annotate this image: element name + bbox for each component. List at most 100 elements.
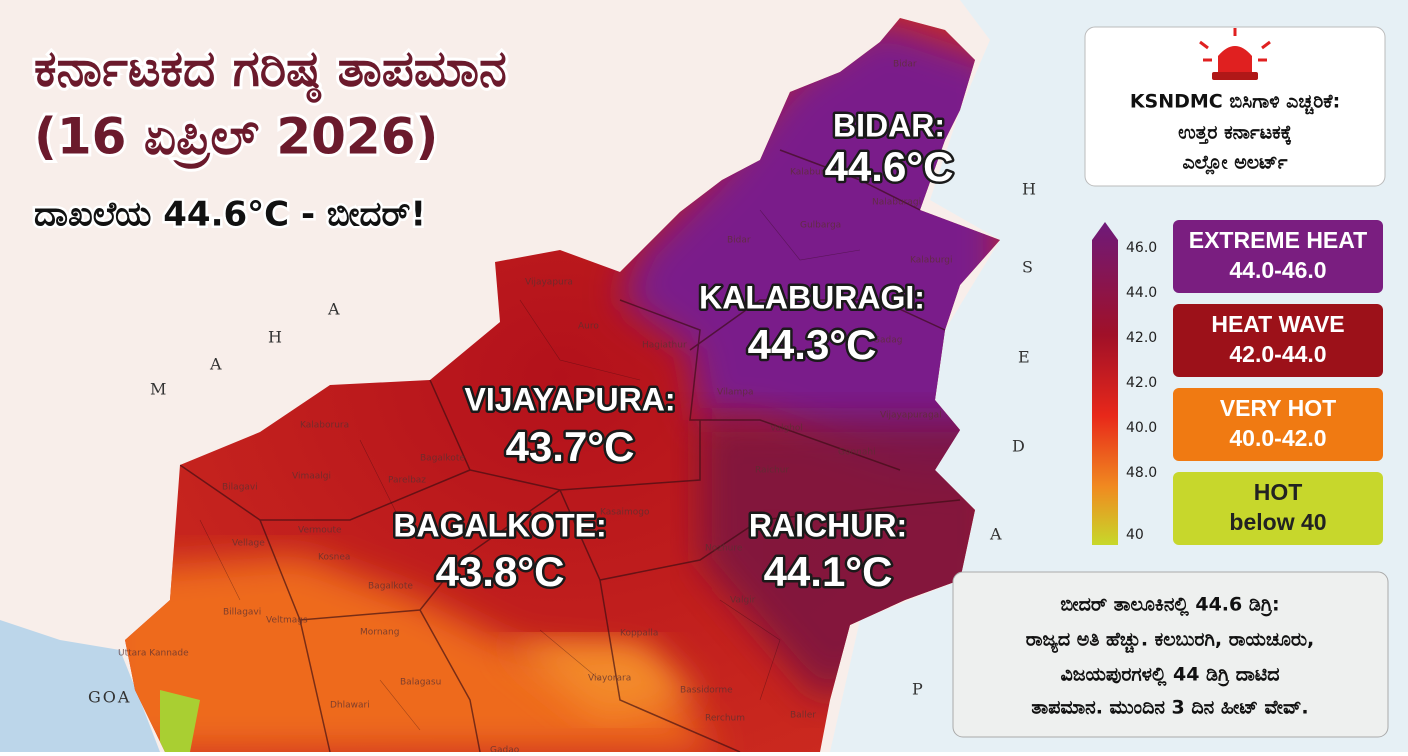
title-line-2: (16 ಏಪ್ರಿಲ್ 2026) <box>34 108 438 169</box>
place-label: Bidar <box>727 236 751 246</box>
state-letter: D <box>1012 437 1027 456</box>
place-label: Valgir <box>730 596 756 606</box>
city-name: RAICHUR: <box>749 507 907 543</box>
siren-icon <box>1199 28 1271 80</box>
city-temp: 43.7°C <box>506 423 635 470</box>
state-letter: M <box>150 380 168 399</box>
state-letter: A <box>209 355 224 374</box>
place-label: Kosnea <box>318 553 350 563</box>
goa-label: GOA <box>88 688 131 707</box>
place-label: Parelbaz <box>388 476 426 486</box>
place-label: Viayorara <box>588 674 631 684</box>
legend-label: HEAT WAVE <box>1211 311 1344 337</box>
neighbour-state <box>830 0 1408 752</box>
alert-text: KSNDMC ಬಿಸಿಗಾಳಿ ಎಚ್ಚರಿಕೆ: ಉತ್ತರ ಕರ್ನಾಟಕಕ್… <box>1130 91 1340 176</box>
place-label: Hagiathur <box>642 341 687 351</box>
place-label: Vermoute <box>298 526 342 536</box>
place-label: Vijayapuragal <box>880 411 942 421</box>
place-label: Vimaalgi <box>292 472 331 482</box>
legend-tick: 46.0 <box>1126 240 1157 256</box>
legend-scale-bar <box>1092 222 1118 545</box>
legend-range: 42.0-44.0 <box>1229 341 1326 367</box>
place-label: Raichur <box>755 466 789 476</box>
legend-category <box>1173 220 1383 293</box>
place-label: Auro <box>578 322 599 332</box>
place-label: Bidar <box>893 60 917 70</box>
legend-tick: 40.0 <box>1126 420 1157 436</box>
legend-category <box>1173 304 1383 377</box>
info-box <box>952 571 1389 738</box>
state-letter: S <box>1022 258 1035 277</box>
state-labels: M A H A H S E D A P GOA <box>88 180 1038 707</box>
legend-label: HOT <box>1254 479 1303 505</box>
state-letter: A <box>327 300 342 319</box>
place-label: Vijayapura <box>525 278 573 288</box>
place-label: Bagalkote <box>368 582 413 592</box>
place-label: Nalaburagi <box>872 198 921 208</box>
karnataka-map <box>125 18 1000 752</box>
info-text: ಬೀದರ್ ತಾಲೂಕಿನಲ್ಲಿ 44.6 ಡಿಗ್ರಿ: ರಾಜ್ಯದ ಅತಿ… <box>1026 594 1314 719</box>
legend-range: 44.0-46.0 <box>1229 257 1326 283</box>
place-label: Kasaimogo <box>600 508 650 518</box>
place-label: Koppalla <box>620 629 658 639</box>
city-name: BAGALKOTE: <box>393 507 606 543</box>
place-label: Kalaburgi <box>790 168 832 178</box>
legend-tick: 48.0 <box>1126 465 1157 481</box>
city-name: VIJAYAPURA: <box>464 381 675 417</box>
place-label: Balagasu <box>400 678 441 688</box>
place-label: Vilampa <box>717 388 753 398</box>
legend-tick: 42.0 <box>1126 330 1157 346</box>
subtitle: ದಾಖಲೆಯ 44.6°C - ಬೀದರ್! <box>34 195 426 235</box>
place-label: Gadag <box>873 336 902 346</box>
info-line: ತಾಪಮಾನ. ಮುಂದಿನ 3 ದಿನ ಹೀಟ್ ವೇವ್. <box>1031 697 1308 719</box>
state-letter: P <box>912 680 925 699</box>
place-label: Valghol <box>770 424 803 434</box>
place-label: Mornang <box>360 628 399 638</box>
place-label: Gonnahi <box>838 448 876 458</box>
legend: 46.0 44.0 42.0 42.0 40.0 48.0 40 EXTREME HEAT 44… <box>1126 220 1383 545</box>
city-temp: 43.8°C <box>436 548 565 595</box>
legend-range: 40.0-42.0 <box>1229 425 1326 451</box>
legend-tick: 42.0 <box>1126 375 1157 391</box>
place-label: Veltmags <box>266 616 308 626</box>
legend-category <box>1173 388 1383 461</box>
info-line: ರಾಜ್ಯದ ಅತಿ ಹೆಚ್ಚು. ಕಲಬುರಗಿ, ರಾಯಚೂರು, <box>1026 629 1314 655</box>
place-label: Kalaborura <box>300 421 349 431</box>
place-label: Baller <box>790 711 816 721</box>
place-label: Vellage <box>232 539 265 549</box>
state-letter: E <box>1018 348 1032 367</box>
city-name: KALABURAGI: <box>699 279 925 315</box>
place-label: Bilagavi <box>222 483 258 493</box>
info-line: ವಿಜಯಪುರಗಳಲ್ಲಿ 44 ಡಿಗ್ರಿ ದಾಟಿದ <box>1061 664 1280 687</box>
alert-line: ಎಲ್ಲೋ ಅಲರ್ಟ್ <box>1182 152 1287 176</box>
place-label: Kalaburgi <box>910 256 952 266</box>
place-label: Billagavi <box>223 608 261 618</box>
place-label: Uttara Kannade <box>118 649 189 659</box>
place-label: Gadao <box>490 746 520 753</box>
city-temp: 44.6°C <box>825 143 954 190</box>
place-labels: Bidar Kalaburgi Nalaburagi Bidar Gulbarga Kal… <box>118 60 952 756</box>
state-letter: H <box>268 328 284 347</box>
place-label: Bassidorme <box>680 686 733 696</box>
legend-category <box>1173 472 1383 545</box>
alert-line: KSNDMC ಬಿಸಿಗಾಳಿ ಎಚ್ಚರಿಕೆ: <box>1130 91 1340 116</box>
info-line: ಬೀದರ್ ತಾಲೂಕಿನಲ್ಲಿ 44.6 ಡಿಗ್ರಿ: <box>1060 594 1279 617</box>
legend-label: EXTREME HEAT <box>1189 227 1367 253</box>
legend-tick: 40 <box>1126 527 1144 543</box>
place-label: Gulbarga <box>800 221 841 231</box>
state-letter: H <box>1022 180 1038 199</box>
place-label: Dhlawari <box>330 701 370 711</box>
place-label: Bagalkote <box>420 454 465 464</box>
legend-label: VERY HOT <box>1220 395 1336 421</box>
city-temp: 44.1°C <box>764 548 893 595</box>
alert-box <box>1084 26 1386 187</box>
place-label: Nozhure <box>705 544 743 554</box>
legend-range: below 40 <box>1229 509 1326 535</box>
sea <box>0 620 160 752</box>
alert-line: ಉತ್ತರ ಕರ್ನಾಟಕಕ್ಕೆ <box>1178 122 1292 146</box>
place-label: Rerchum <box>705 714 745 724</box>
legend-tick: 44.0 <box>1126 285 1157 301</box>
city-labels: BIDAR:44.6°C KALABURAGI: 44.3°C VIJAYAPURA:… <box>391 105 956 598</box>
state-letter: A <box>989 525 1004 544</box>
